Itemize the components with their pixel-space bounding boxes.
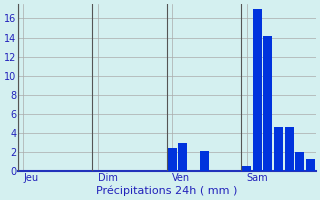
- Bar: [242, 166, 251, 171]
- Bar: [263, 36, 272, 171]
- Bar: [274, 127, 283, 171]
- X-axis label: Précipitations 24h ( mm ): Précipitations 24h ( mm ): [96, 185, 237, 196]
- Bar: [295, 152, 304, 171]
- Bar: [200, 151, 209, 171]
- Bar: [253, 9, 262, 171]
- Bar: [168, 148, 177, 171]
- Bar: [285, 127, 294, 171]
- Bar: [178, 143, 188, 171]
- Bar: [306, 159, 315, 171]
